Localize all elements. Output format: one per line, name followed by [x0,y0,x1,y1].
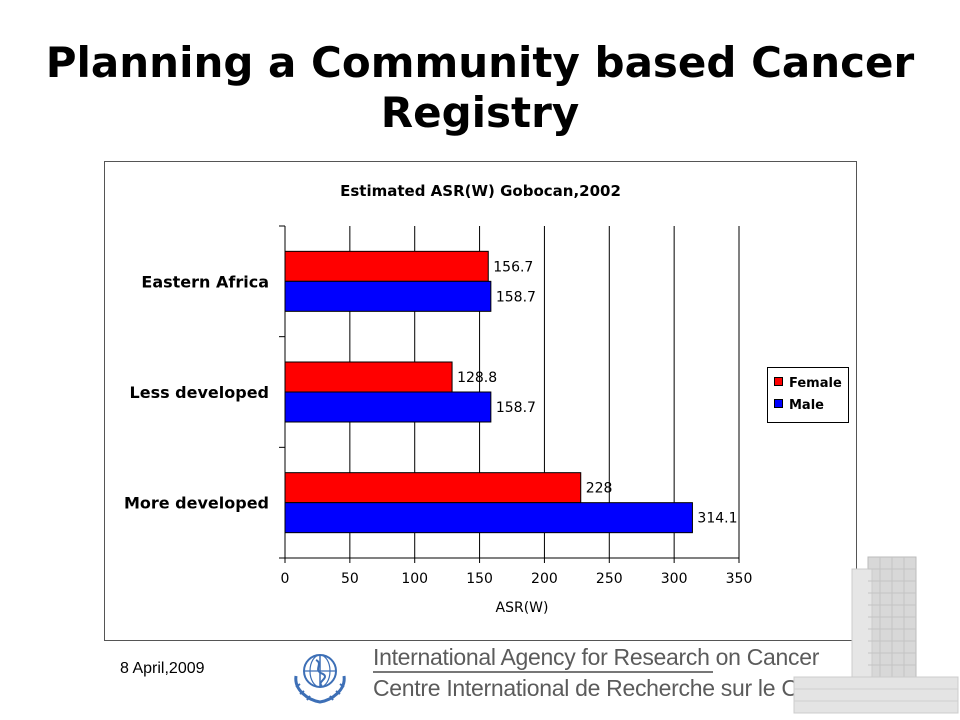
legend-label-male: Male [789,398,824,413]
bar-male [284,502,693,534]
bar-female [284,361,453,393]
x-tick-label: 300 [661,571,688,587]
bar-chart: 0 50 100 150 200 250 300 350 156.7 158.7 Eastern A… [124,225,753,616]
x-tick-label: 350 [726,571,753,587]
org-name-french: Centre International de Recherche sur le… [373,675,854,701]
bar-female [284,250,489,282]
iarc-building-watermark [790,555,960,720]
chart-legend: Female Male [767,367,849,423]
org-divider [373,671,713,673]
data-label: 128.8 [457,370,497,386]
legend-swatch-male [774,399,783,408]
bar-male [284,391,492,423]
chart-title: Estimated ASR(W) Gobocan,2002 [340,182,621,200]
legend-item-male: Male [774,398,824,413]
x-axis-label: ASR(W) [496,600,549,616]
x-tick-label: 100 [401,571,428,587]
data-label: 156.7 [493,259,533,275]
footer-date: 8 April,2009 [120,660,205,677]
x-tick-label: 200 [531,571,558,587]
category-label: Less developed [130,383,269,402]
x-tick-label: 250 [596,571,623,587]
slide-title: Planning a Community based Cancer Regist… [45,38,915,137]
org-name-english: International Agency for Research on Can… [373,644,820,670]
data-label: 158.7 [496,400,536,416]
who-emblem-logo [290,638,350,708]
bar-male [284,280,492,312]
category-label: Eastern Africa [141,272,269,291]
data-label: 314.1 [697,511,737,527]
x-tick-label: 50 [341,571,359,587]
x-tick-label: 0 [281,571,290,587]
data-label: 158.7 [496,289,536,305]
data-label: 228 [586,481,613,497]
x-tick-label: 150 [466,571,493,587]
chart-panel: Estimated ASR(W) Gobocan,2002 0 50 100 150 2… [104,161,857,641]
bar-female [284,472,582,504]
legend-label-female: Female [789,376,842,391]
legend-item-female: Female [774,376,842,391]
legend-swatch-female [774,377,783,386]
category-label: More developed [124,494,269,513]
